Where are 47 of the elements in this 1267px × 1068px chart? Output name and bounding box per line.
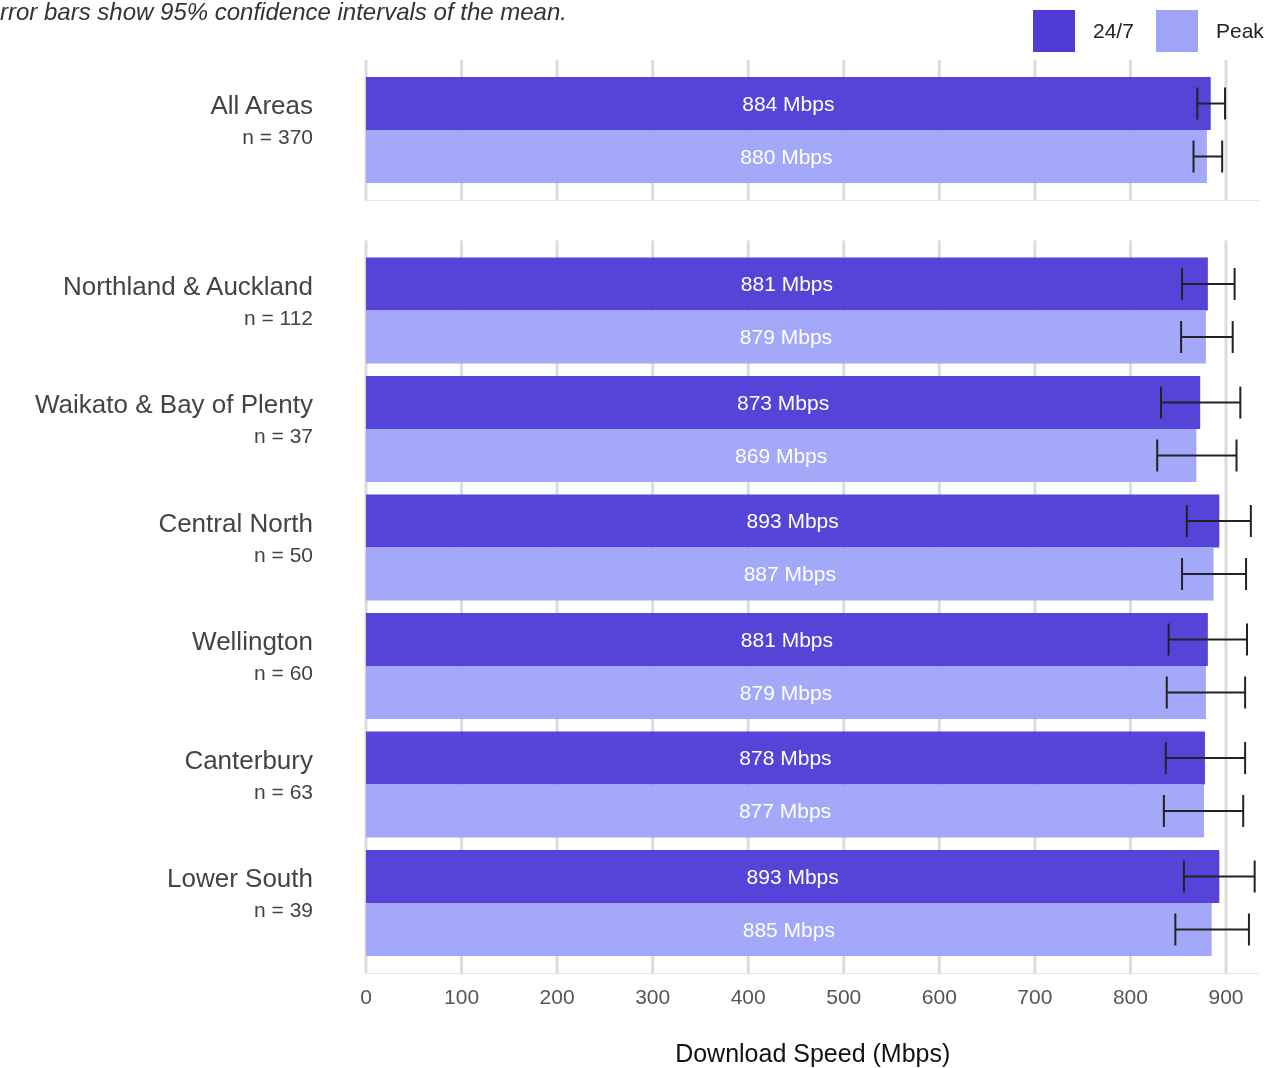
x-tick-label: 400 bbox=[730, 984, 766, 1008]
text: rror bars show 95% confidence intervals of the mean. bbox=[0, 0, 567, 25]
data-label: 881 Mbps bbox=[740, 627, 834, 651]
data-label: 879 Mbps bbox=[739, 680, 833, 704]
x-tick-label: 700 bbox=[1017, 984, 1053, 1008]
y-tick-label: Waikato & Bay of Plenty n = 37 bbox=[35, 389, 313, 447]
y-tick-label: Canterbury n = 63 bbox=[184, 744, 313, 803]
bar bbox=[366, 494, 1220, 548]
bar bbox=[366, 376, 1201, 429]
x-tick-label: 100 bbox=[444, 984, 480, 1008]
bar bbox=[366, 429, 1197, 482]
bar bbox=[366, 903, 1212, 956]
x-tick-label: 900 bbox=[1208, 984, 1244, 1008]
legend-label: Peak bbox=[1216, 19, 1265, 43]
data-label: 879 Mbps bbox=[739, 325, 833, 349]
x-tick-label: 200 bbox=[539, 984, 575, 1008]
data-label: 885 Mbps bbox=[742, 917, 835, 941]
legend-label: 24/7 bbox=[1093, 19, 1134, 43]
data-label: 884 Mbps bbox=[742, 91, 835, 115]
data-label: 869 Mbps bbox=[735, 443, 828, 467]
bar bbox=[366, 666, 1206, 719]
data-label: 887 Mbps bbox=[743, 562, 836, 586]
data-label: 877 Mbps bbox=[738, 799, 832, 823]
y-tick-label: Wellington n = 60 bbox=[192, 626, 313, 684]
data-label: 880 Mbps bbox=[740, 144, 833, 168]
x-tick-label: 0 bbox=[360, 984, 372, 1008]
bar bbox=[366, 257, 1208, 311]
bar bbox=[366, 310, 1206, 364]
x-tick-label: 800 bbox=[1112, 984, 1148, 1008]
x-axis-title: Download Speed (Mbps) bbox=[675, 1038, 951, 1067]
bar bbox=[366, 784, 1205, 838]
data-label: 878 Mbps bbox=[739, 746, 832, 770]
bar bbox=[366, 731, 1205, 785]
y-tick-label: Northland & Auckland n = 112 bbox=[62, 270, 313, 329]
x-tick-label: 300 bbox=[635, 984, 671, 1008]
bar bbox=[366, 850, 1220, 903]
data-label: 893 Mbps bbox=[746, 509, 839, 533]
y-tick-label: Lower South n = 39 bbox=[167, 863, 313, 921]
data-label: 881 Mbps bbox=[740, 272, 834, 296]
y-tick-label: All Areas n = 370 bbox=[210, 90, 313, 148]
bar bbox=[366, 547, 1214, 601]
y-tick-label: Central North n = 50 bbox=[158, 507, 313, 566]
x-tick-label: 500 bbox=[826, 984, 862, 1008]
x-tick-label: 600 bbox=[921, 984, 957, 1008]
data-label: 873 Mbps bbox=[736, 390, 830, 414]
bar bbox=[366, 613, 1208, 666]
data-label: 893 Mbps bbox=[746, 864, 839, 888]
